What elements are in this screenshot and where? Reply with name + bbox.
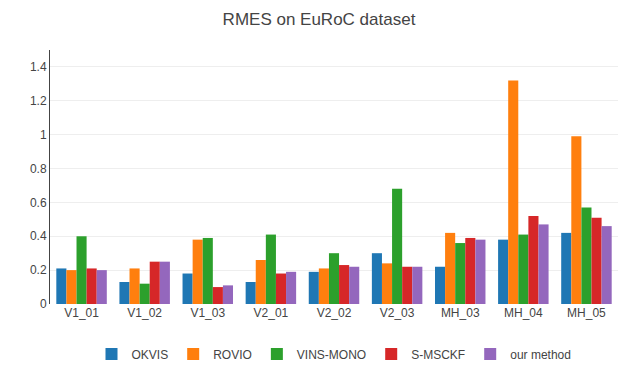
svg-text:MH_03: MH_03 (441, 306, 480, 320)
svg-text:1.4: 1.4 (30, 60, 47, 74)
svg-text:MH_04: MH_04 (504, 306, 543, 320)
svg-text:V2_02: V2_02 (317, 306, 352, 320)
svg-text:our method: our method (510, 348, 571, 362)
svg-text:VINS-MONO: VINS-MONO (297, 348, 366, 362)
svg-text:MH_05: MH_05 (567, 306, 606, 320)
svg-text:1.2: 1.2 (30, 94, 47, 108)
svg-text:0.8: 0.8 (30, 162, 47, 176)
svg-text:V1_02: V1_02 (127, 306, 162, 320)
svg-text:V1_03: V1_03 (190, 306, 225, 320)
svg-text:ROVIO: ROVIO (213, 348, 252, 362)
svg-text:V2_03: V2_03 (380, 306, 415, 320)
svg-text:V1_01: V1_01 (64, 306, 99, 320)
svg-text:1: 1 (40, 128, 47, 142)
svg-text:0.6: 0.6 (30, 196, 47, 210)
svg-text:0: 0 (40, 297, 47, 311)
svg-text:V2_01: V2_01 (254, 306, 289, 320)
svg-text:S-MSCKF: S-MSCKF (411, 348, 465, 362)
svg-text:RMES on EuRoC dataset: RMES on EuRoC dataset (223, 10, 416, 29)
svg-text:0.2: 0.2 (30, 263, 47, 277)
svg-text:OKVIS: OKVIS (132, 348, 169, 362)
svg-text:0.4: 0.4 (30, 229, 47, 243)
